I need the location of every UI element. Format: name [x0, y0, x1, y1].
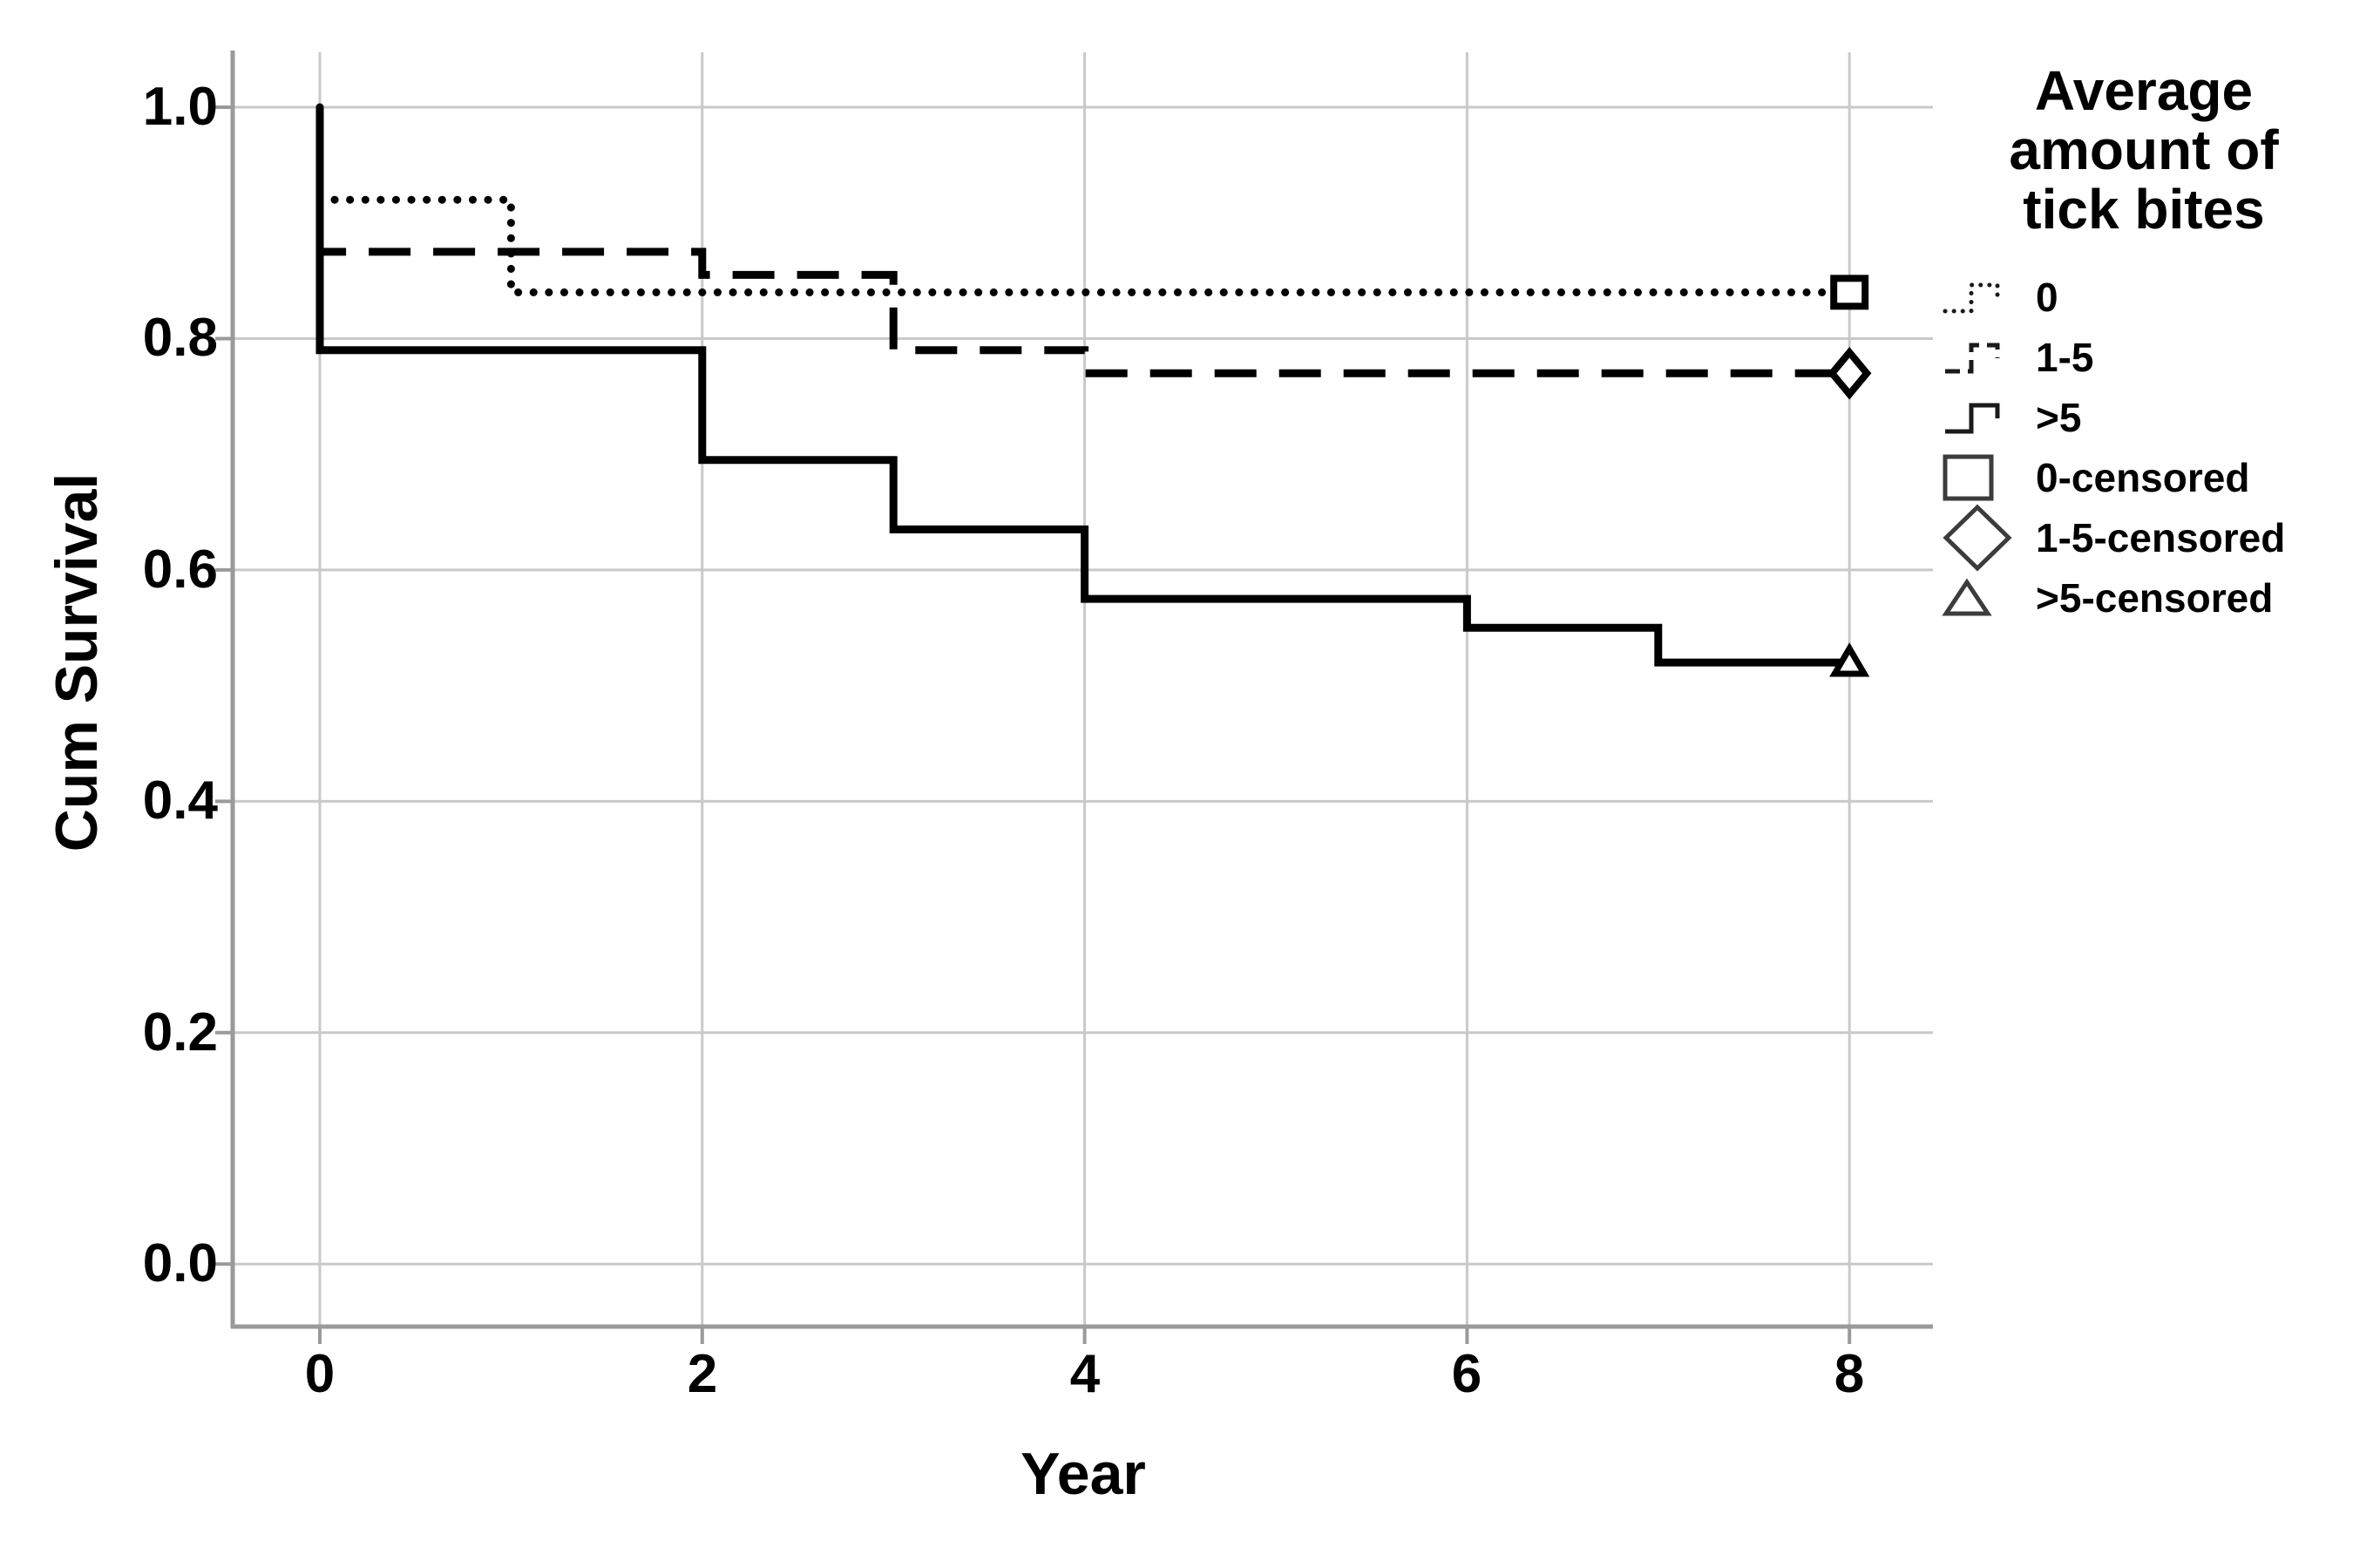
ytick-0.6: 0.6 [142, 540, 218, 600]
xtick-4: 4 [1069, 1344, 1101, 1404]
ytick-0.4: 0.4 [142, 770, 218, 831]
dotted-step-line-icon [1942, 275, 2029, 320]
square-marker-icon [1942, 452, 2029, 503]
legend-title: Average amount of tick bites [2009, 59, 2279, 241]
legend-items: 0 1-5 >5 [1942, 267, 2377, 628]
ytick-0.8: 0.8 [142, 308, 218, 368]
xtick-2: 2 [687, 1344, 718, 1404]
legend-item-label: 1-5 [2036, 334, 2094, 380]
legend-item-label: 1-5-censored [2036, 514, 2286, 560]
triangle-marker-icon [1942, 577, 2029, 618]
solid-step-line-icon [1942, 395, 2029, 440]
xtick-8: 8 [1834, 1344, 1865, 1404]
legend-item-1-5-censored: 1-5-censored [1942, 504, 2377, 571]
xtick-0: 0 [304, 1344, 336, 1404]
legend-item-label: >5 [2036, 394, 2082, 440]
legend-item-0-censored: 0-censored [1942, 447, 2377, 507]
ytick-0.2: 0.2 [142, 1002, 218, 1062]
xtick-6: 6 [1451, 1344, 1482, 1404]
diamond-marker-icon [1942, 504, 2029, 572]
legend-item-group-1-5: 1-5 [1942, 327, 2377, 387]
legend-item-label: 0 [2036, 274, 2058, 320]
ytick-1.0: 1.0 [142, 77, 218, 137]
ytick-0.0: 0.0 [142, 1233, 218, 1293]
legend-item-group-0: 0 [1942, 267, 2377, 327]
legend-item-label: >5-censored [2036, 574, 2274, 621]
x-axis-title: Year [1020, 1441, 1146, 1507]
legend-item-gt5-censored: >5-censored [1942, 567, 2377, 628]
legend-item-label: 0-censored [2036, 454, 2250, 500]
legend-item-group-gt5: >5 [1942, 387, 2377, 447]
dashed-step-line-icon [1942, 335, 2029, 380]
